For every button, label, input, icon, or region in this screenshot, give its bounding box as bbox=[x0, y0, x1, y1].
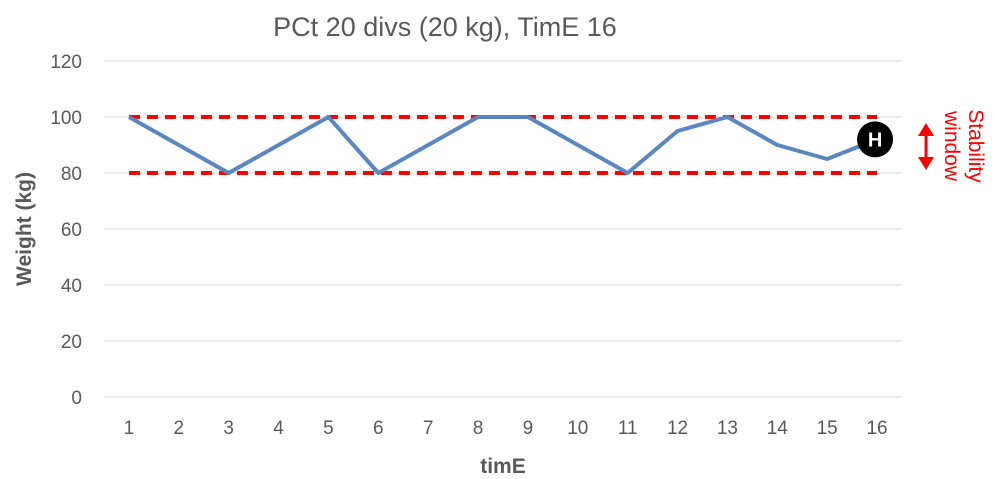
x-tick-label: 11 bbox=[618, 418, 638, 439]
x-tick-labels: 1 2 3 4 5 6 7 8 9 10 11 12 13 14 15 16 bbox=[124, 418, 888, 439]
x-tick-label: 4 bbox=[273, 418, 284, 439]
y-tick-label: 0 bbox=[71, 388, 82, 409]
y-tick-label: 100 bbox=[50, 108, 82, 129]
y-tick-label: 80 bbox=[61, 164, 82, 185]
series-line bbox=[127, 115, 878, 175]
x-tick-label: 15 bbox=[817, 418, 838, 439]
arrow-up-icon bbox=[918, 123, 934, 136]
x-tick-label: 3 bbox=[223, 418, 234, 439]
y-tick-label: 120 bbox=[50, 52, 82, 73]
x-tick-label: 2 bbox=[174, 418, 185, 439]
x-tick-label: 10 bbox=[567, 418, 588, 439]
x-axis-label: timE bbox=[480, 455, 526, 478]
marker-label: H bbox=[868, 129, 882, 151]
x-tick-label: 1 bbox=[124, 418, 135, 439]
y-tick-label: 60 bbox=[61, 220, 82, 241]
x-tick-label: 5 bbox=[323, 418, 334, 439]
h-marker: H bbox=[857, 121, 894, 158]
gridlines bbox=[104, 60, 902, 398]
x-tick-label: 12 bbox=[667, 418, 688, 439]
x-tick-label: 7 bbox=[423, 418, 434, 439]
series-group bbox=[127, 115, 878, 175]
x-tick-label: 6 bbox=[373, 418, 384, 439]
stability-window-label: Stabilitywindow bbox=[940, 109, 987, 183]
y-axis-label: Weight (kg) bbox=[13, 172, 36, 286]
chart-title: PCt 20 divs (20 kg), TimE 16 bbox=[273, 12, 617, 42]
y-tick-label: 40 bbox=[61, 276, 82, 297]
x-tick-label: 16 bbox=[866, 418, 887, 439]
x-tick-label: 8 bbox=[473, 418, 484, 439]
stability-window-annotation: Stabilitywindow bbox=[918, 109, 987, 183]
x-tick-label: 9 bbox=[523, 418, 534, 439]
x-tick-label: 13 bbox=[717, 418, 738, 439]
y-tick-labels: 0 20 40 60 80 100 120 bbox=[50, 52, 82, 409]
x-tick-label: 14 bbox=[767, 418, 789, 439]
y-tick-label: 20 bbox=[61, 332, 82, 353]
marker-circle bbox=[857, 121, 894, 158]
arrow-down-icon bbox=[918, 157, 934, 170]
